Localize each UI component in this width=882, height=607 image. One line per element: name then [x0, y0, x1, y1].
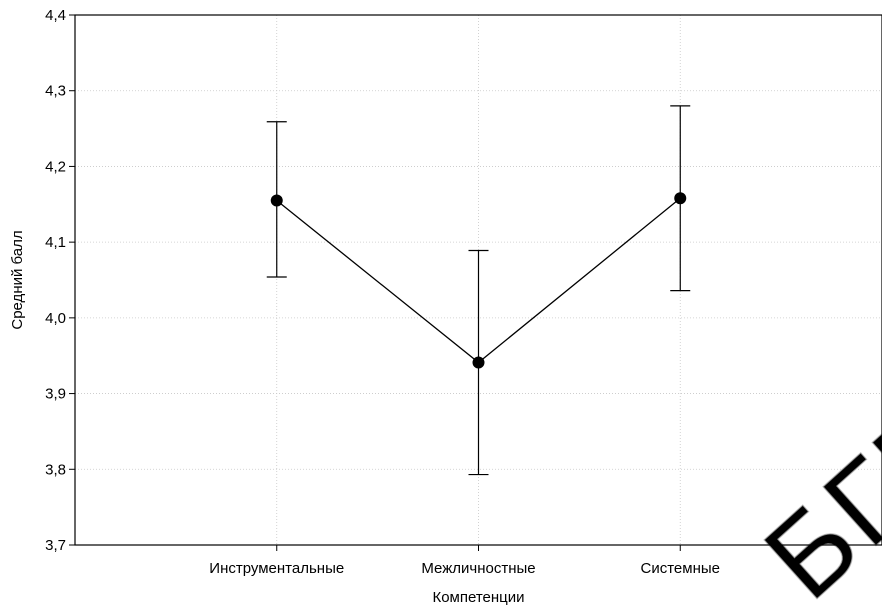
y-tick-label: 3,9 [45, 386, 66, 403]
watermark: БГПУ [740, 321, 882, 607]
data-point [270, 194, 283, 207]
y-tick-label: 4,3 [45, 83, 66, 100]
y-tick-label: 4,0 [45, 310, 66, 327]
y-axis-title: Средний балл [9, 230, 26, 329]
y-tick-label: 4,2 [45, 158, 66, 175]
x-tick-label: Системные [641, 560, 720, 577]
x-tick-label: Инструментальные [209, 560, 344, 577]
y-axis-ticks: 3,7 3,8 3,9 4,0 4,1 4,2 4,3 4,4 [45, 7, 75, 554]
y-tick-label: 4,1 [45, 234, 66, 251]
watermark-text: БГПУ [741, 321, 882, 607]
x-axis-ticks: Инструментальные Межличностные Системные [209, 545, 720, 577]
y-tick-label: 4,4 [45, 7, 66, 24]
data-point [472, 356, 485, 369]
data-point [674, 192, 687, 205]
x-axis-title: Компетенции [432, 589, 524, 606]
y-tick-label: 3,8 [45, 461, 66, 478]
y-tick-label: 3,7 [45, 537, 66, 554]
series [266, 105, 691, 476]
x-tick-label: Межличностные [421, 560, 535, 577]
